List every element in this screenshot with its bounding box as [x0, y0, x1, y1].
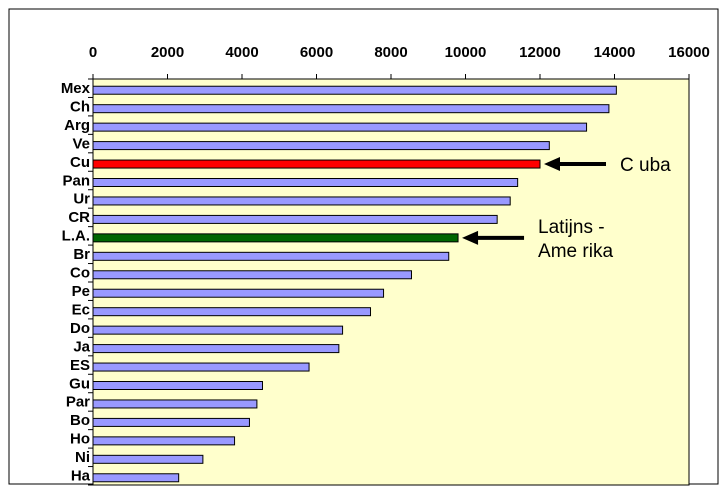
bar-ec [92, 307, 372, 317]
category-label: ES [70, 357, 90, 374]
category-label: Co [70, 265, 90, 282]
category-label: Do [70, 320, 90, 337]
bar-ja [92, 344, 340, 354]
bar-br [92, 251, 450, 261]
bar-ha [92, 473, 180, 483]
bar-ho [92, 436, 236, 446]
bar-pan [92, 178, 519, 187]
category-label: Bo [70, 412, 90, 429]
x-tick-label: 12000 [519, 44, 561, 61]
category-label: L.A. [62, 228, 90, 245]
x-tick-label: 10000 [445, 44, 487, 61]
category-label: Ha [71, 468, 91, 485]
bar-par [92, 399, 258, 409]
x-tick-label: 16000 [668, 44, 710, 61]
category-label: Gu [69, 375, 90, 392]
bar-ni [92, 454, 204, 464]
bar-co [92, 270, 412, 280]
annotation-label: Ame rika [538, 241, 613, 262]
category-label: Pe [72, 283, 90, 300]
category-label: Pan [62, 172, 90, 189]
category-label: Ur [73, 191, 90, 208]
bar-pe [92, 288, 385, 298]
category-label: Arg [64, 117, 90, 134]
bar-bo [92, 417, 250, 427]
x-tick-label: 6000 [300, 44, 333, 61]
category-label: Ve [72, 135, 90, 152]
category-label: Ec [72, 301, 90, 318]
bars [92, 85, 617, 483]
x-tick-label: 0 [89, 44, 97, 61]
bar-cr [92, 214, 498, 224]
annotation-label: Latijns - [538, 217, 605, 238]
bar-la [92, 233, 459, 243]
bar-arg [92, 122, 588, 132]
category-label: Ni [75, 449, 90, 466]
x-axis: 0 2000 4000 6000 8000 10000 12000 14000 16000 [89, 44, 710, 79]
bar-cu [92, 159, 541, 169]
category-label: Ch [70, 98, 90, 115]
x-tick-label: 8000 [374, 44, 407, 61]
bar-es [92, 362, 310, 372]
category-label: Par [66, 394, 90, 411]
category-label: Cu [70, 154, 90, 171]
annotation-arrow-head [462, 230, 479, 245]
category-label: CR [68, 209, 90, 226]
category-label: Br [73, 246, 90, 263]
annotations: C uba Latijns - Ame rika [462, 155, 671, 262]
x-tick-label: 4000 [225, 44, 258, 61]
bar-mex [92, 85, 617, 95]
category-label: Ja [73, 338, 90, 355]
bar-ch [92, 104, 610, 114]
bar-do [92, 325, 344, 335]
annotation-label: C uba [620, 155, 671, 176]
annotation-arrow-head [544, 157, 560, 172]
y-axis [88, 78, 93, 486]
bar-gu [92, 381, 263, 390]
bar-ur [92, 196, 511, 206]
x-tick-label: 14000 [594, 44, 636, 61]
x-tick-label: 2000 [151, 44, 184, 61]
category-label: Ho [70, 431, 90, 448]
bar-ve [92, 141, 550, 151]
category-label: Mex [61, 80, 91, 97]
